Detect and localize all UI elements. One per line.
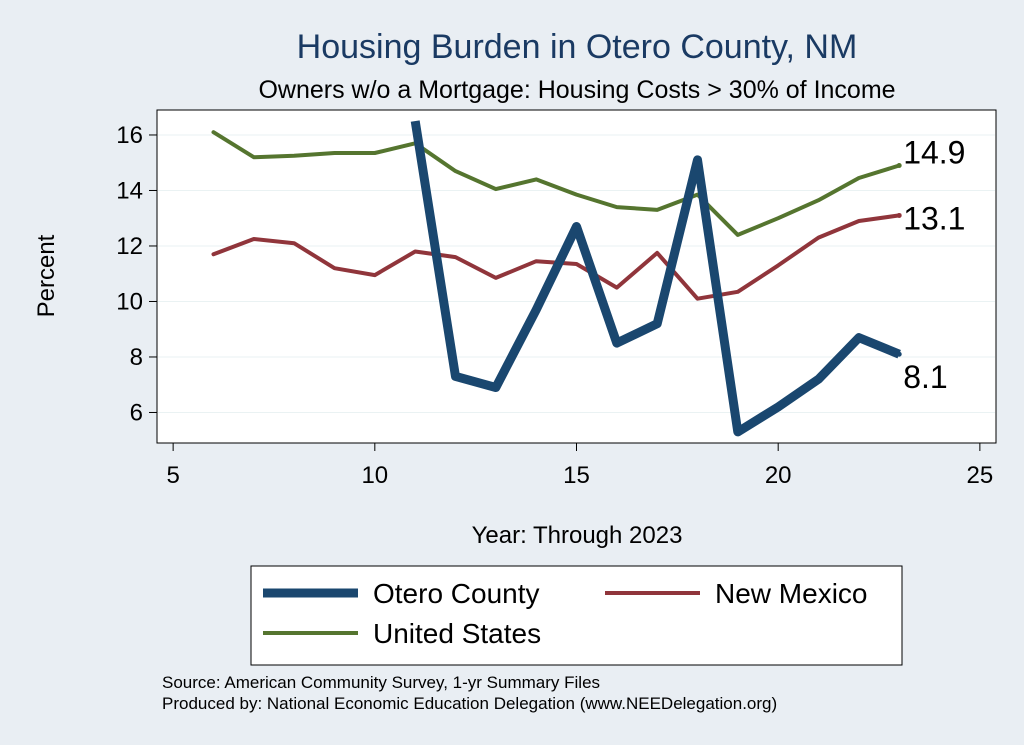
chart-title: Housing Burden in Otero County, NM: [297, 28, 858, 66]
legend-box: [250, 565, 903, 666]
x-axis-title: Year: Through 2023: [472, 522, 683, 549]
y-tick-label: 10: [116, 288, 143, 315]
y-tick-label: 12: [116, 233, 143, 260]
producer-note: Produced by: National Economic Education…: [162, 694, 777, 713]
legend-label-united-states: United States: [373, 618, 541, 649]
x-tick-label: 10: [361, 462, 388, 489]
plot-area: [156, 109, 997, 444]
end-labels: 8.1 13.1 14.9: [903, 135, 965, 396]
y-tick-label: 14: [116, 177, 143, 204]
x-tick-label: 15: [563, 462, 590, 489]
end-label-otero-county: 8.1: [903, 359, 947, 395]
end-label-united-states: 14.9: [903, 135, 965, 171]
x-axis: 5 10 15 20 25: [166, 443, 993, 489]
series-end-point: [896, 351, 902, 357]
series-end-point: [896, 163, 902, 168]
y-tick-label: 6: [130, 399, 143, 426]
series-line-otero-county: [410, 120, 901, 437]
x-tick-label: 20: [765, 462, 792, 489]
series-end-point: [896, 212, 902, 218]
legend-label-new-mexico: New Mexico: [715, 578, 867, 609]
chart-subtitle: Owners w/o a Mortgage: Housing Costs > 3…: [258, 76, 895, 104]
y-tick-label: 8: [130, 344, 143, 371]
y-axis-title: Percent: [33, 234, 60, 317]
end-label-new-mexico: 13.1: [903, 200, 965, 236]
source-note: Source: American Community Survey, 1-yr …: [162, 673, 600, 692]
y-tick-label: 16: [116, 122, 143, 149]
legend: Otero County New Mexico United States: [263, 578, 867, 649]
series-group: [211, 120, 902, 437]
x-tick-label: 5: [166, 462, 179, 489]
legend-label-otero-county: Otero County: [373, 578, 540, 609]
x-tick-label: 25: [967, 462, 994, 489]
series-line-united-states: [211, 130, 902, 237]
